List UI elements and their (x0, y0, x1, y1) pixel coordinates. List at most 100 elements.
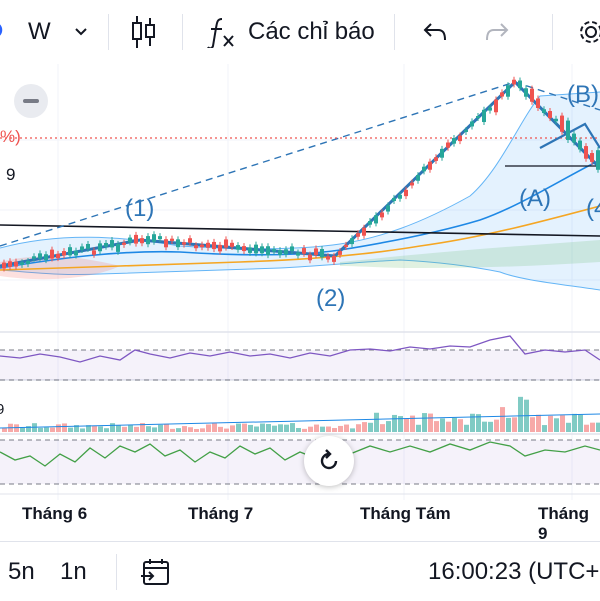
volume-bar (314, 424, 319, 432)
candle (254, 244, 258, 254)
candle (230, 242, 234, 247)
candle (56, 253, 60, 259)
range-1n-label: 1n (60, 557, 87, 585)
candles (2, 76, 600, 272)
undo-button[interactable] (422, 0, 448, 64)
toolbar-divider (552, 14, 553, 50)
volume-bar (140, 423, 145, 432)
volume-bar (542, 425, 547, 432)
volume-bar (224, 428, 229, 432)
candle (398, 194, 402, 199)
volume-bar (404, 418, 409, 432)
elliott-wave-line-b (539, 122, 600, 149)
candle (176, 239, 180, 248)
interval-dropdown[interactable] (74, 0, 88, 64)
search-icon (0, 24, 3, 36)
go-to-date-button[interactable] (140, 542, 172, 601)
candle (578, 140, 582, 150)
chart-area[interactable]: (1) (2) (A) (B) (4 %) 9 9 Th (0, 64, 600, 543)
settings-button[interactable] (576, 0, 600, 64)
volume-bar (578, 414, 583, 432)
candle (590, 153, 594, 162)
volume-bar (458, 419, 463, 432)
range-5n-label: 5n (8, 557, 35, 585)
volume-bar (272, 425, 277, 432)
dashed-trend-line (514, 81, 600, 111)
candle (296, 252, 300, 256)
volume-bar (344, 424, 349, 432)
volume-bar (428, 413, 433, 432)
wave-label-1: (1) (125, 195, 154, 222)
candle (356, 233, 360, 237)
volume-bar (110, 423, 115, 432)
candle (68, 247, 72, 256)
candle (458, 135, 462, 142)
candle (200, 244, 204, 248)
timezone-button[interactable]: 16:00:23 (UTC+ (428, 542, 599, 601)
candle (188, 238, 192, 243)
volume-bar (242, 423, 247, 432)
volume-bar (476, 414, 481, 432)
candle (92, 250, 96, 255)
volume-bar (356, 424, 361, 432)
candle (62, 251, 66, 256)
volume-bar (494, 419, 499, 432)
volume-bar (302, 428, 307, 432)
price-chart[interactable]: (1) (2) (A) (B) (4 %) 9 9 (0, 64, 600, 536)
interval-button[interactable]: W (28, 0, 51, 64)
volume-bar (590, 422, 595, 432)
candle (140, 238, 144, 244)
bollinger-band-fill (0, 92, 600, 290)
volume-bar (26, 426, 31, 432)
time-label: 16:00:23 (UTC+ (428, 557, 600, 585)
range-1n-button[interactable]: 1n (60, 542, 87, 601)
candle (320, 249, 324, 258)
volume-bar (212, 423, 217, 432)
volume-bar (584, 424, 589, 432)
bollinger-lower (0, 259, 600, 291)
range-5n-button[interactable]: 5n (8, 542, 35, 601)
candle (38, 253, 42, 259)
volume-bar (74, 425, 79, 432)
candle (8, 261, 12, 267)
candle (314, 248, 318, 256)
indicators-button[interactable]: Các chỉ báo (206, 0, 375, 64)
volume-bar (434, 421, 439, 432)
volume-bar (14, 424, 19, 432)
volume-bar (146, 426, 151, 432)
candle (14, 261, 18, 267)
candle (506, 85, 510, 97)
volume-bars (2, 396, 600, 432)
volume-bar (392, 414, 397, 432)
candle (284, 249, 288, 255)
candle (446, 142, 450, 148)
volume-bar (350, 428, 355, 432)
candle (530, 88, 534, 102)
candle (146, 236, 150, 245)
redo-button[interactable] (484, 0, 510, 64)
volume-bar (488, 421, 493, 432)
candle (152, 234, 156, 242)
chart-type-button[interactable] (130, 0, 158, 64)
ma-orange (0, 205, 600, 271)
volume-bar (548, 415, 553, 432)
candle (350, 238, 354, 245)
symbol-search-button[interactable] (0, 0, 10, 64)
candle (560, 115, 564, 132)
volume-bar (506, 417, 511, 432)
candle (488, 107, 492, 111)
candle (182, 242, 186, 245)
candle (110, 240, 114, 248)
volume-bar (572, 413, 577, 432)
candlestick-icon (132, 16, 155, 48)
candle (104, 242, 108, 247)
volume-bar (482, 421, 487, 432)
rsi-band (0, 350, 600, 380)
candle (290, 246, 294, 252)
volume-bar (326, 426, 331, 432)
candle (500, 92, 504, 97)
zoom-out-button[interactable] (14, 84, 48, 118)
wave-label-a: (A) (519, 185, 551, 212)
candle (344, 244, 348, 248)
reset-chart-button[interactable] (304, 436, 354, 486)
